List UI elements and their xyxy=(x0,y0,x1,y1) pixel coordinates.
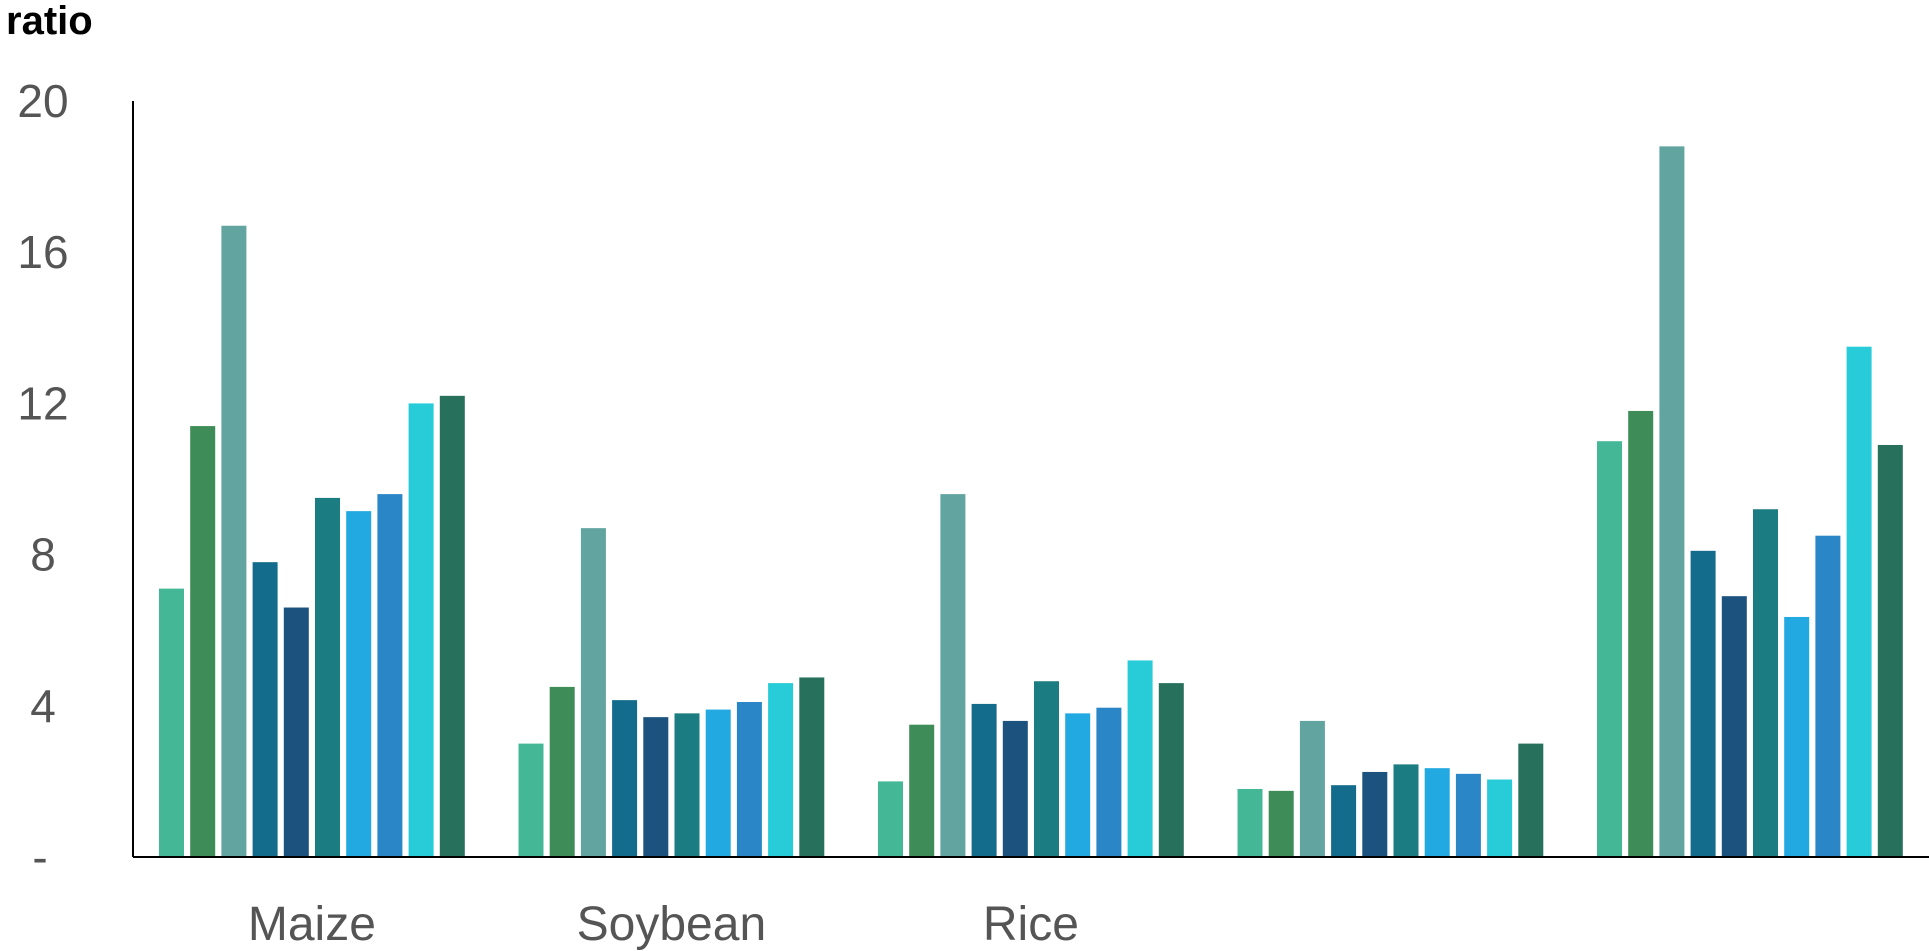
bar xyxy=(1003,721,1028,857)
bar xyxy=(315,498,340,857)
bar xyxy=(768,683,793,857)
bar xyxy=(440,396,465,857)
bar xyxy=(1784,617,1809,857)
y-tick-label: - xyxy=(32,831,47,883)
bar xyxy=(377,494,402,857)
x-tick-label: Rice xyxy=(983,898,1079,951)
bar xyxy=(1659,146,1684,857)
x-tick-label: Maize xyxy=(248,898,376,951)
bar xyxy=(1394,764,1419,857)
bar xyxy=(799,677,824,857)
bar xyxy=(284,608,309,857)
bar xyxy=(346,511,371,857)
bar xyxy=(612,700,637,857)
bar xyxy=(909,725,934,857)
bar xyxy=(1096,708,1121,857)
y-ticks: - 4 8 12 16 20 xyxy=(17,75,68,883)
bar xyxy=(972,704,997,857)
bar xyxy=(706,710,731,857)
bar xyxy=(253,562,278,857)
bar xyxy=(1487,780,1512,857)
bar xyxy=(643,717,668,857)
bar xyxy=(1065,713,1090,857)
bar xyxy=(878,781,903,857)
bar xyxy=(1518,744,1543,857)
bar xyxy=(1753,509,1778,857)
bar xyxy=(675,713,700,857)
bar xyxy=(940,494,965,857)
bar xyxy=(1159,683,1184,857)
bar xyxy=(1597,441,1622,857)
bar xyxy=(1691,551,1716,857)
bar xyxy=(550,687,575,857)
bar xyxy=(1362,772,1387,857)
bar xyxy=(1878,445,1903,857)
bar xyxy=(737,702,762,857)
y-tick-label: 16 xyxy=(17,226,68,278)
y-tick-label: 12 xyxy=(17,377,68,429)
bar xyxy=(1331,785,1356,857)
bars xyxy=(159,146,1903,857)
bar xyxy=(519,744,544,857)
bar xyxy=(1128,660,1153,857)
bar xyxy=(1456,774,1481,857)
bar xyxy=(1269,791,1294,857)
bar xyxy=(1628,411,1653,857)
y-tick-label: 4 xyxy=(30,680,56,732)
y-tick-label: 8 xyxy=(30,529,56,581)
x-tick-label: Soybean xyxy=(577,898,767,951)
bar xyxy=(581,528,606,857)
x-ticks: Maize Soybean Rice xyxy=(248,898,1079,951)
y-axis-title: ratio xyxy=(6,0,93,43)
bar xyxy=(1847,347,1872,857)
bar xyxy=(221,226,246,857)
bar xyxy=(1300,721,1325,857)
bar xyxy=(159,589,184,857)
bar xyxy=(1238,789,1263,857)
y-tick-label: 20 xyxy=(17,75,68,127)
bar xyxy=(1034,681,1059,857)
bar xyxy=(409,403,434,857)
bar xyxy=(1425,768,1450,857)
bar xyxy=(1815,536,1840,857)
bar xyxy=(190,426,215,857)
bar xyxy=(1722,596,1747,857)
